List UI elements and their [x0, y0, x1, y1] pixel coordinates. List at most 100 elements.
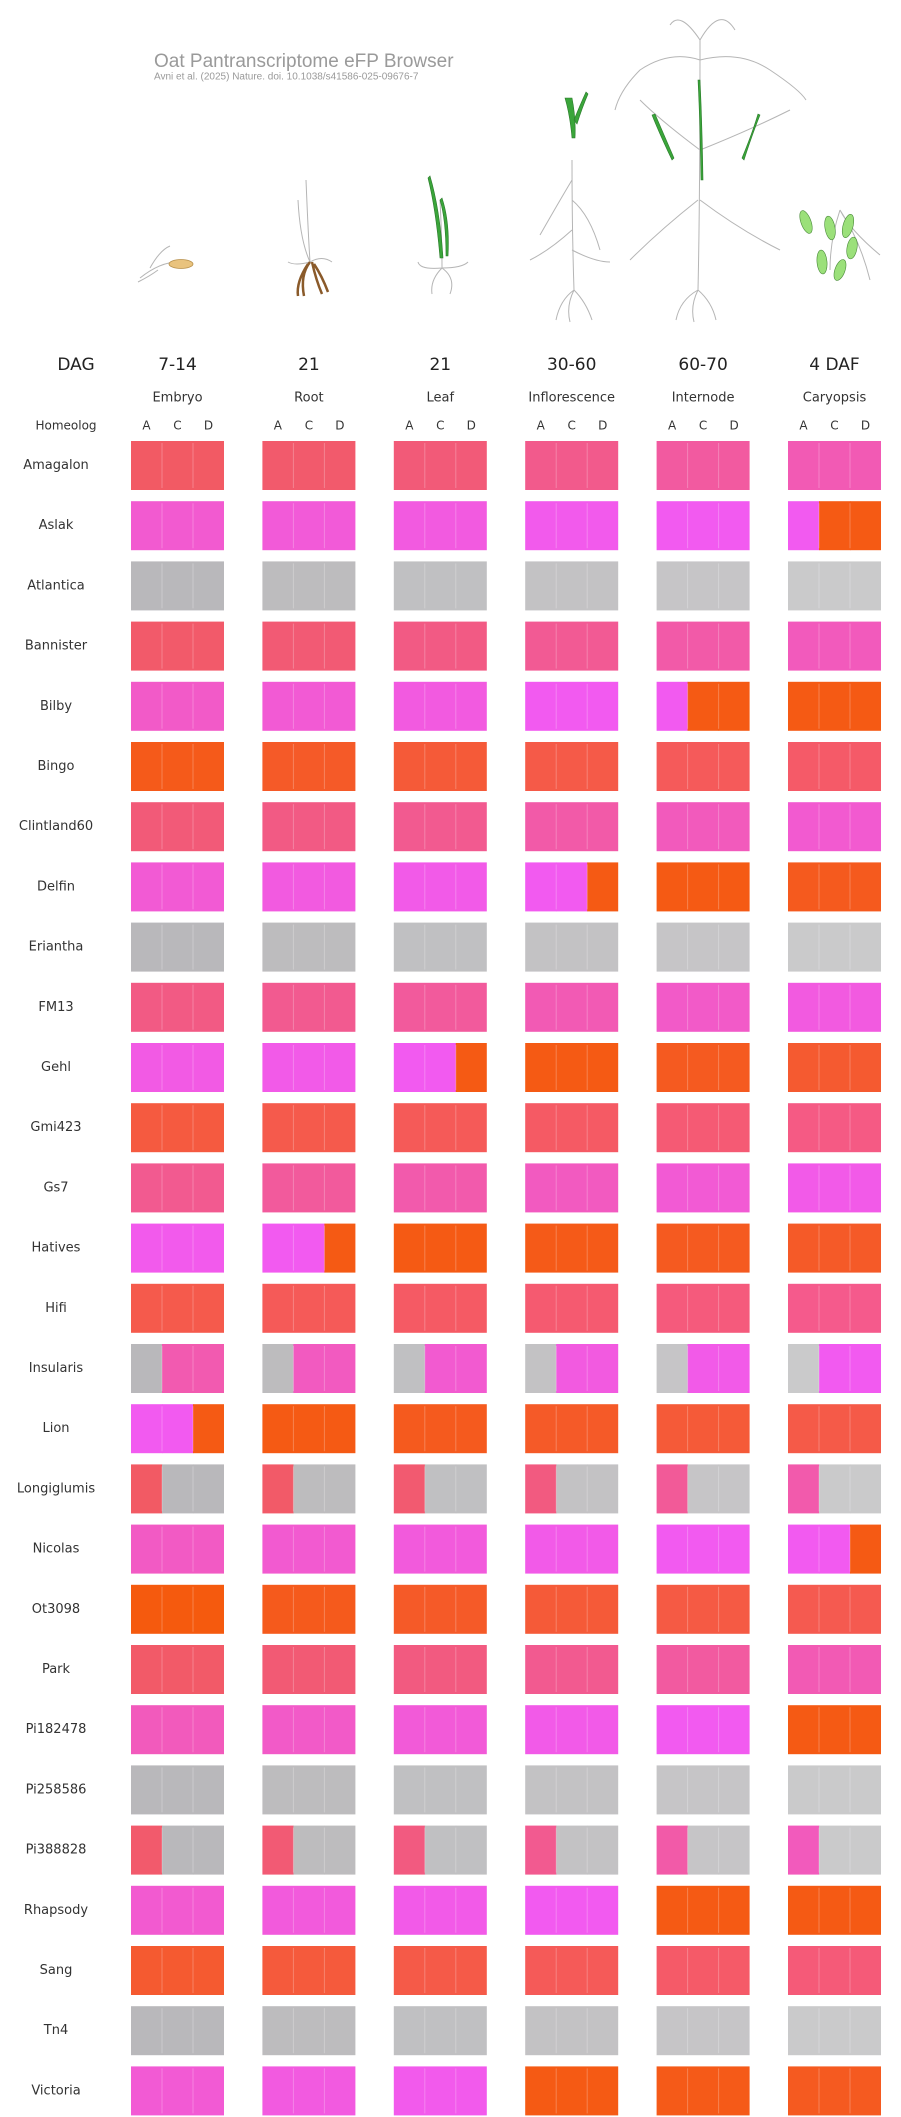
cell-fill	[262, 1584, 356, 1634]
expression-cell	[525, 1705, 619, 1755]
segment-fill	[556, 1344, 588, 1393]
expression-cell	[131, 742, 224, 791]
cell-fill	[393, 501, 487, 551]
expression-cell	[525, 1103, 619, 1153]
cell-fill	[131, 1885, 224, 1935]
expression-cell	[525, 2006, 619, 2056]
accession-name: FM13	[38, 1000, 73, 1015]
expression-cell	[788, 1885, 881, 1935]
expression-cell	[788, 1223, 881, 1273]
expression-cell	[656, 1043, 750, 1092]
expression-cell	[788, 802, 881, 852]
expression-cell	[788, 561, 881, 611]
expression-cell	[525, 862, 619, 912]
cell-fill	[656, 441, 750, 490]
stage: 60-70	[678, 355, 727, 375]
expression-cell	[525, 1163, 619, 1213]
accession-name: Insularis	[29, 1361, 84, 1376]
cell-fill	[788, 1163, 881, 1213]
segment-fill	[424, 1344, 457, 1393]
expression-cell	[262, 1524, 356, 1574]
cell-fill	[656, 862, 750, 912]
expression-cell	[262, 1404, 356, 1454]
cell-fill	[131, 742, 224, 791]
expression-cell	[393, 1825, 487, 1875]
cell-fill	[131, 862, 224, 912]
expression-cell	[525, 1765, 619, 1815]
homeolog: D	[467, 419, 476, 433]
segment-fill	[850, 1524, 881, 1574]
expression-cell	[262, 982, 356, 1032]
expression-cell	[262, 1825, 356, 1875]
expression-cell	[525, 1524, 619, 1574]
expression-cell	[393, 561, 487, 611]
stage: 7-14	[158, 355, 197, 375]
cell-fill	[525, 1705, 619, 1755]
cell-fill	[262, 1946, 356, 1995]
segment-fill	[455, 1344, 487, 1393]
expression-cell	[262, 2066, 356, 2116]
tissue-name: Embryo	[152, 391, 202, 406]
expression-cell	[525, 501, 619, 551]
expression-cell	[656, 982, 750, 1032]
expression-cell	[393, 922, 487, 972]
expression-cell	[393, 1344, 487, 1393]
accession-name: Nicolas	[33, 1542, 80, 1557]
expression-cell	[788, 1464, 881, 1514]
segment-fill	[587, 862, 619, 912]
title: Oat Pantranscriptome eFP Browser	[154, 51, 454, 72]
expression-cell	[788, 1404, 881, 1454]
tissue-name: Root	[294, 391, 323, 406]
segment-fill	[587, 1344, 619, 1393]
segment-fill	[656, 681, 689, 731]
cell-fill	[525, 982, 619, 1032]
cell-fill	[262, 1645, 356, 1694]
cell-fill	[525, 2006, 619, 2056]
homeolog: D	[861, 419, 870, 433]
cell-fill	[788, 1885, 881, 1935]
expression-cell	[788, 982, 881, 1032]
expression-cell	[262, 441, 356, 490]
homeolog: D	[335, 419, 344, 433]
cell-fill	[788, 621, 881, 671]
segment-fill	[718, 1464, 750, 1514]
segment-fill	[455, 1825, 487, 1875]
expression-cell	[656, 802, 750, 852]
accession-name: Tn4	[43, 2023, 68, 2038]
expression-cell	[393, 1043, 487, 1092]
expression-cell	[656, 1103, 750, 1153]
expression-cell	[393, 802, 487, 852]
expression-cell	[131, 1344, 224, 1393]
cell-fill	[262, 441, 356, 490]
segment-fill	[393, 1043, 426, 1092]
expression-cell	[525, 441, 619, 490]
expression-cell	[525, 1404, 619, 1454]
cell-fill	[393, 922, 487, 972]
cell-fill	[393, 1103, 487, 1153]
cell-fill	[788, 742, 881, 791]
cell-fill	[525, 742, 619, 791]
cell-fill	[656, 1584, 750, 1634]
expression-cell	[131, 1765, 224, 1815]
cell-fill	[262, 1043, 356, 1092]
segment-fill	[819, 1464, 851, 1514]
homeolog: D	[204, 419, 213, 433]
expression-cell	[393, 681, 487, 731]
inflorescence-plant	[529, 159, 611, 323]
cell-fill	[788, 802, 881, 852]
cell-fill	[393, 862, 487, 912]
cell-fill	[131, 2006, 224, 2056]
tissue-name: Internode	[672, 391, 735, 406]
expression-cell	[788, 1043, 881, 1092]
cell-fill	[525, 1043, 619, 1092]
expression-cell	[788, 1645, 881, 1694]
expression-cell	[525, 802, 619, 852]
segment-fill	[293, 1344, 325, 1393]
expression-cell	[525, 1223, 619, 1273]
cell-fill	[393, 1283, 487, 1333]
segment-fill	[324, 1223, 356, 1273]
segment-fill	[162, 1825, 194, 1875]
expression-cell	[131, 862, 224, 912]
cell-fill	[131, 1223, 224, 1273]
cell-fill	[788, 1946, 881, 1995]
